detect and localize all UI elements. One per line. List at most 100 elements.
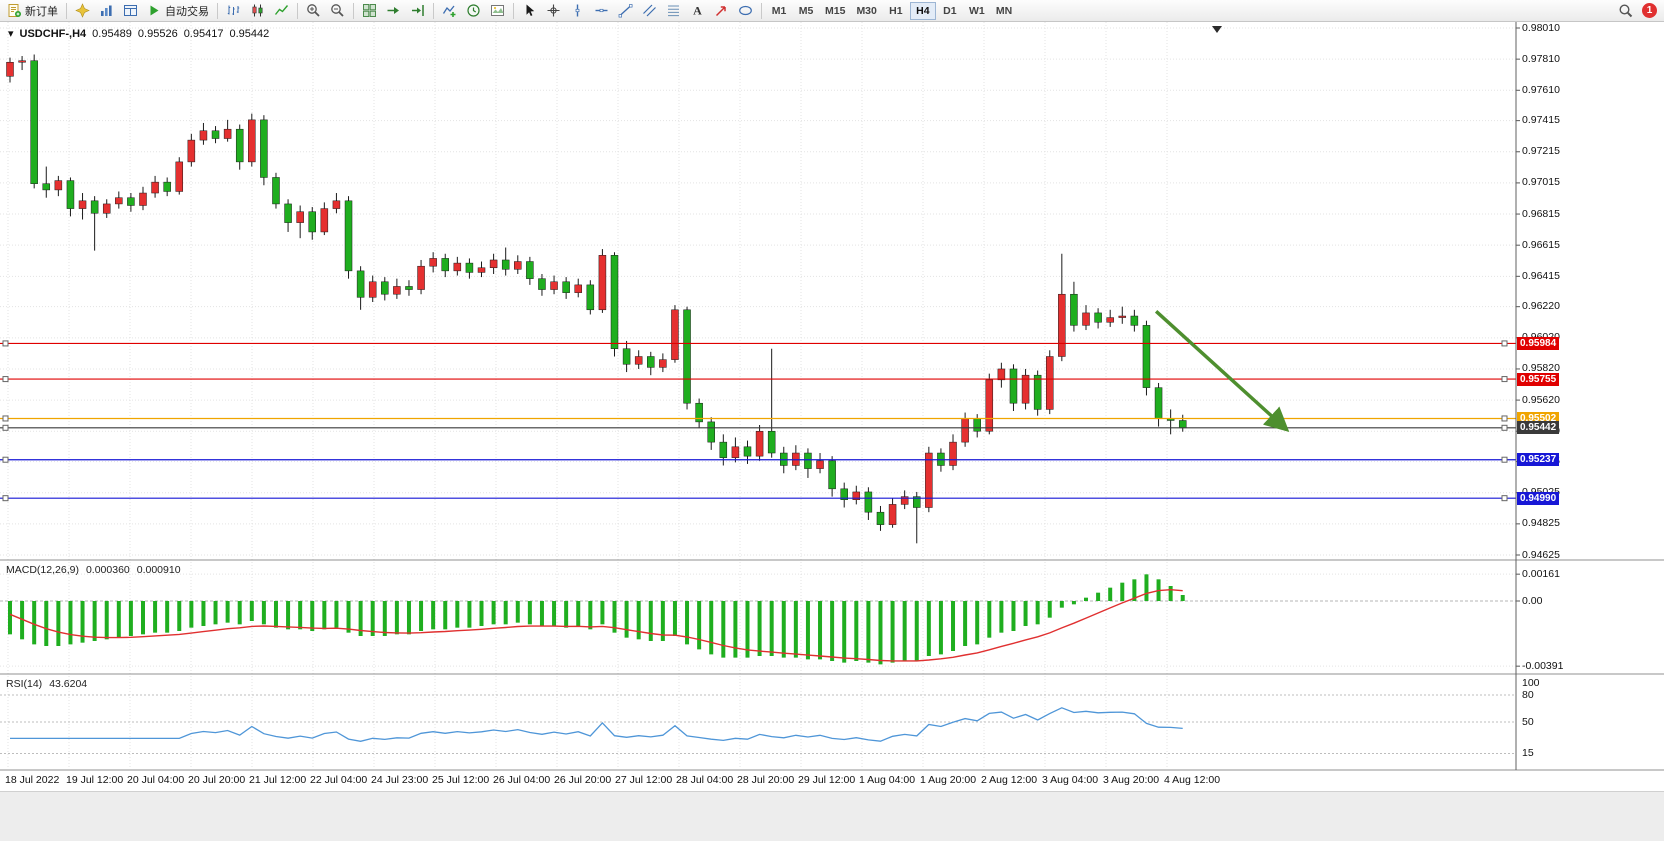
rsi-name: RSI(14) [6,678,43,690]
tile-windows-button[interactable] [358,1,381,21]
search-button[interactable] [1614,1,1637,21]
autotrading-button[interactable]: 自动交易 [143,1,213,21]
candle [175,157,184,195]
candle [66,177,75,217]
timeframe-m30-button[interactable]: M30 [851,2,881,20]
timeframe-w1-button[interactable]: W1 [964,2,990,20]
candle [731,437,740,463]
line-handle[interactable] [1501,340,1508,347]
candle [586,280,595,315]
time-axis[interactable]: 18 Jul 2022 19 Jul 12:00 20 Jul 04:00 20 Ju… [0,771,1664,791]
candle [260,115,268,186]
candle [1154,382,1163,427]
market-watch-button[interactable] [95,1,118,21]
indicators-button[interactable] [438,1,461,21]
candle [1009,364,1018,411]
bar-chart-icon [226,3,241,18]
line-chart-button[interactable] [270,1,293,21]
line-handle[interactable] [2,415,9,422]
trendline-icon [618,3,633,18]
candle [816,453,824,474]
price-axis-label: 0.97015 [1522,176,1560,189]
candle [634,350,643,369]
candle [139,186,147,211]
templates-button[interactable] [486,1,509,21]
candle [659,353,667,373]
candle [272,172,280,209]
timeframe-m1-button[interactable]: M1 [766,2,792,20]
channel-button[interactable] [638,1,661,21]
price-axis-label: 0.96615 [1522,238,1560,251]
horizontal-line-button[interactable] [590,1,613,21]
candle [755,425,764,461]
time-axis-label: 26 Jul 20:00 [554,774,612,786]
line-handle[interactable] [2,424,9,431]
chart-wizard-button[interactable] [71,1,94,21]
price-axis-label: 0.97215 [1522,145,1560,158]
candle [381,277,389,301]
zoom-out-button[interactable] [326,1,349,21]
line-handle[interactable] [1501,415,1508,422]
shapes-icon [738,3,753,18]
price-line-label: 0.95984 [1517,336,1560,350]
notification-badge[interactable]: 1 [1642,3,1657,18]
candle [526,256,534,285]
line-handle[interactable] [1501,495,1508,502]
timeframe-m15-button[interactable]: M15 [820,2,850,20]
line-handle[interactable] [2,495,9,502]
macd-signal-line [9,588,1183,662]
timeframe-d1-button[interactable]: D1 [937,2,963,20]
auto-scroll-button[interactable] [382,1,405,21]
line-handle[interactable] [1501,456,1508,463]
trend-arrow[interactable] [1154,310,1290,433]
toolbar-separator [66,2,67,19]
vertical-line-button[interactable] [566,1,589,21]
price-line-label: 0.95755 [1517,372,1560,386]
line-handle[interactable] [2,376,9,383]
candle [598,249,607,313]
timeframe-h1-button[interactable]: H1 [883,2,909,20]
time-axis-label: 25 Jul 12:00 [432,774,490,786]
market-watch-icon [99,3,114,18]
timeframe-m5-button[interactable]: M5 [793,2,819,20]
timeframe-h4-button[interactable]: H4 [909,1,936,20]
zoom-in-button[interactable] [302,1,325,21]
time-axis-label: 18 Jul 2022 [5,774,60,786]
line-handle[interactable] [1501,376,1508,383]
timeframe-mn-button[interactable]: MN [991,2,1017,20]
candle [248,113,256,167]
fibonacci-icon [666,3,681,18]
bar-chart-button[interactable] [222,1,245,21]
chart-shift-button[interactable] [406,1,429,21]
shapes-button[interactable] [734,1,757,21]
data-window-icon [123,3,138,18]
candle [405,280,413,296]
crosshair-button[interactable] [542,1,565,21]
candle [30,54,38,189]
macd-histogram [8,574,1185,665]
candle [900,490,909,510]
candle [356,266,365,310]
time-axis-label: 20 Jul 20:00 [188,774,246,786]
line-handle[interactable] [2,456,9,463]
new-order-button[interactable]: 新订单 [3,1,62,21]
symbol-dropdown-icon[interactable]: ▾ [8,28,14,40]
toolbar-separator [353,2,354,19]
text-label-button[interactable]: A [686,1,709,21]
candle [163,177,171,197]
candle [417,259,425,295]
fibonacci-button[interactable] [662,1,685,21]
cursor-button[interactable] [518,1,541,21]
candle [115,191,123,209]
line-handle[interactable] [2,340,9,347]
candlestick-chart-button[interactable] [246,1,269,21]
trendline-button[interactable] [614,1,637,21]
data-window-button[interactable] [119,1,142,21]
scroll-to-end-marker[interactable] [1212,26,1222,33]
periods-button[interactable] [462,1,485,21]
price-axis[interactable]: 0.98010 0.97810 0.97610 0.97415 0.97215 0.970… [1516,0,1664,770]
zoom-in-icon [306,3,321,18]
arrows-button[interactable] [710,1,733,21]
line-handle[interactable] [1501,424,1508,431]
